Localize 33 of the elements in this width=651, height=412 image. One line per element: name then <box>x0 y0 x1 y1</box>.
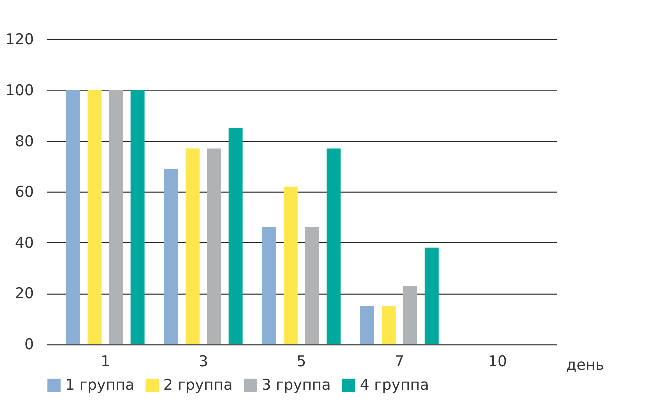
bar <box>326 148 341 344</box>
y-tick-label: 60 <box>15 183 34 202</box>
bar <box>360 306 374 344</box>
bar <box>424 248 439 344</box>
legend-label: 4 группа <box>360 376 430 394</box>
bar <box>130 90 145 344</box>
bar <box>88 90 102 344</box>
bar <box>228 128 243 344</box>
bar <box>305 228 320 344</box>
bar <box>66 90 80 344</box>
legend-label: 1 группа <box>65 376 135 394</box>
bar <box>262 228 276 344</box>
x-tick-label: 7 <box>394 352 404 370</box>
bar <box>109 90 124 344</box>
x-axis-title: день <box>566 356 604 374</box>
bar <box>382 306 396 344</box>
legend-label: 2 группа <box>164 376 233 394</box>
y-tick-label: 120 <box>6 30 34 49</box>
x-tick-label: 3 <box>198 352 208 370</box>
bar <box>164 169 178 344</box>
x-tick-label: 10 <box>488 352 508 370</box>
legend-label: 3 группа <box>262 376 332 394</box>
y-tick-label: 40 <box>15 234 34 252</box>
bar <box>186 148 200 344</box>
y-tick-label: 100 <box>6 81 34 100</box>
x-tick-label: 5 <box>296 352 306 370</box>
bar <box>403 286 418 344</box>
bar <box>284 186 298 344</box>
x-tick-label: 1 <box>100 352 110 370</box>
y-tick-label: 20 <box>15 284 34 303</box>
y-tick-label: 0 <box>24 336 34 354</box>
bar <box>207 148 222 344</box>
y-tick-label: 80 <box>15 132 34 150</box>
